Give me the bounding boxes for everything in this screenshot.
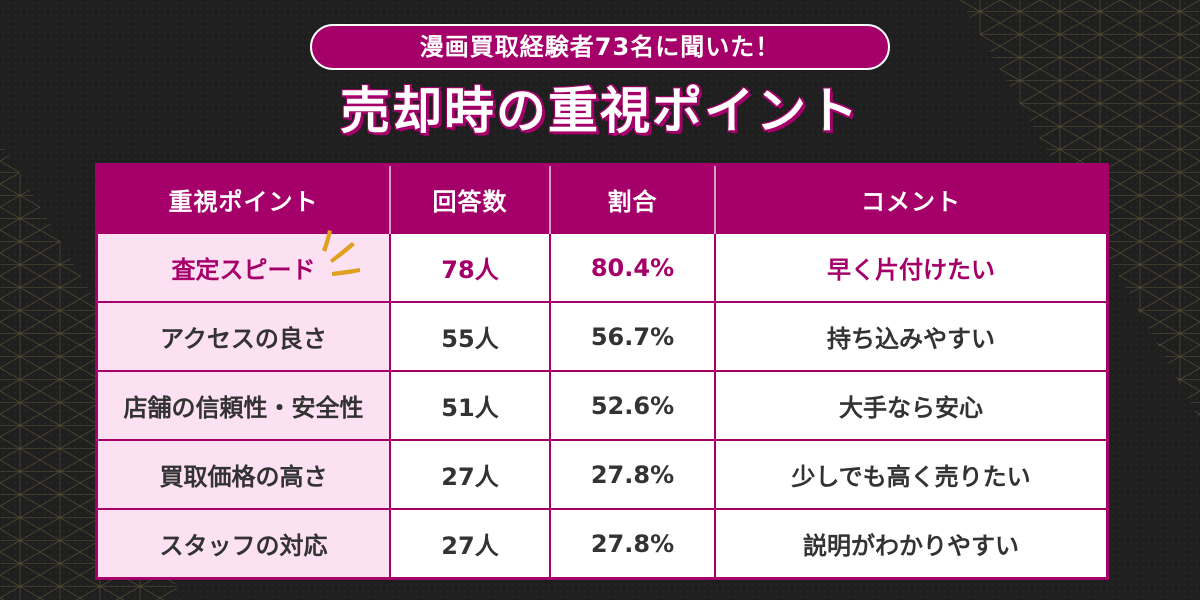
row-ratio: 52.6% bbox=[550, 370, 716, 440]
table-row: 査定スピード 78人 80.4% 早く片付けたい bbox=[98, 230, 1106, 302]
row-count: 27人 bbox=[390, 508, 551, 577]
row-comment: 早く片付けたい bbox=[715, 232, 1106, 302]
table-header-row: 重視ポイント 回答数 割合 コメント bbox=[98, 166, 1106, 233]
row-ratio: 56.7% bbox=[550, 301, 716, 371]
page-title: 売却時の重視ポイント bbox=[340, 82, 860, 140]
row-count: 55人 bbox=[390, 301, 551, 371]
row-ratio: 27.8% bbox=[550, 439, 716, 509]
header-point: 重視ポイント bbox=[98, 166, 391, 233]
row-point: スタッフの対応 bbox=[98, 508, 391, 577]
survey-subtitle-badge: 漫画買取経験者73名に聞いた！ bbox=[310, 24, 890, 70]
row-count: 51人 bbox=[390, 370, 551, 440]
row-point: 店舗の信頼性・安全性 bbox=[98, 370, 391, 440]
row-comment: 少しでも高く売りたい bbox=[715, 439, 1106, 509]
results-table: 重視ポイント 回答数 割合 コメント 査定スピード bbox=[98, 166, 1106, 577]
row-point-label-wrap: 査定スピード bbox=[171, 230, 360, 285]
row-comment: 説明がわかりやすい bbox=[715, 508, 1106, 577]
table-row: アクセスの良さ 55人 56.7% 持ち込みやすい bbox=[98, 301, 1106, 371]
row-point: アクセスの良さ bbox=[98, 301, 391, 371]
row-ratio: 27.8% bbox=[550, 508, 716, 577]
row-comment: 持ち込みやすい bbox=[715, 301, 1106, 371]
header-comment: コメント bbox=[715, 166, 1106, 233]
row-point: 査定スピード bbox=[171, 256, 316, 284]
header-count: 回答数 bbox=[390, 166, 551, 233]
row-point: 買取価格の高さ bbox=[98, 439, 391, 509]
row-comment: 大手なら安心 bbox=[715, 370, 1106, 440]
results-table-container: 重視ポイント 回答数 割合 コメント 査定スピード bbox=[95, 163, 1109, 580]
row-ratio: 80.4% bbox=[550, 232, 716, 302]
row-count: 27人 bbox=[390, 439, 551, 509]
header-ratio: 割合 bbox=[550, 166, 716, 233]
row-count: 78人 bbox=[390, 232, 551, 302]
row-point-cell: 査定スピード bbox=[98, 230, 391, 302]
sparkle-lines-icon bbox=[321, 230, 360, 276]
table-row: 店舗の信頼性・安全性 51人 52.6% 大手なら安心 bbox=[98, 370, 1106, 440]
table-row: スタッフの対応 27人 27.8% 説明がわかりやすい bbox=[98, 508, 1106, 577]
table-row: 買取価格の高さ 27人 27.8% 少しでも高く売りたい bbox=[98, 439, 1106, 509]
